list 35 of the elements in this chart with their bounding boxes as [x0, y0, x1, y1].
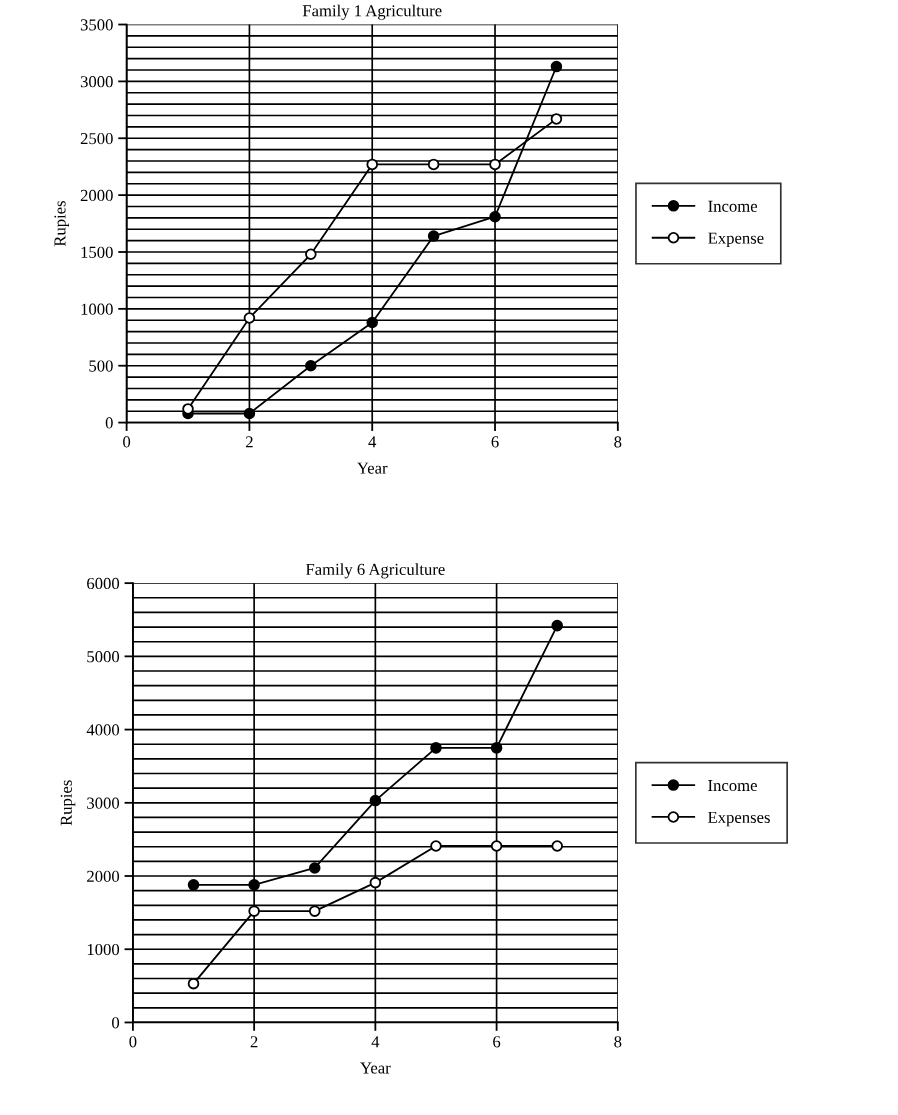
y-tick-label: 3000 — [80, 76, 113, 88]
x-tick-label: 2 — [245, 436, 253, 448]
legend-label: Income — [708, 780, 757, 792]
y-tick-label: 500 — [89, 360, 113, 372]
legend-label: Income — [708, 200, 758, 212]
y-tick-label: 2000 — [80, 189, 113, 202]
y-axis-title: Rupies — [54, 201, 69, 247]
x-axis-title: Year — [360, 1062, 391, 1074]
x-tick-label: 8 — [614, 436, 622, 448]
y-tick-label: 1500 — [81, 246, 113, 258]
x-axis-title: Year — [357, 462, 388, 474]
legend-label: Expense — [708, 232, 764, 248]
x-tick-label: 8 — [614, 1036, 622, 1048]
y-tick-label: 1000 — [87, 943, 120, 956]
y-tick-label: 1000 — [81, 303, 113, 315]
x-tick-label: 0 — [123, 436, 131, 448]
x-tick-label: 4 — [371, 1036, 380, 1048]
y-axis-title: Rupies — [60, 780, 76, 826]
x-tick-label: 0 — [129, 1036, 137, 1048]
y-tick-label: 0 — [112, 1017, 120, 1029]
y-tick-label: 6000 — [87, 577, 120, 590]
chart-title: Family 1 Agriculture — [302, 4, 442, 20]
legend-label: Expenses — [708, 811, 770, 827]
y-tick-label: 2000 — [87, 870, 120, 882]
chart-title: Family 6 Agriculture — [305, 563, 445, 579]
y-tick-label: 5000 — [87, 651, 120, 663]
x-tick-label: 6 — [493, 1036, 501, 1048]
y-tick-label: 2500 — [80, 132, 113, 145]
x-tick-label: 4 — [368, 436, 377, 448]
x-tick-label: 2 — [250, 1036, 258, 1048]
x-tick-label: 6 — [491, 436, 499, 448]
y-tick-label: 0 — [105, 417, 113, 429]
y-tick-label: 3000 — [87, 797, 120, 809]
y-tick-label: 3500 — [80, 19, 113, 31]
y-tick-label: 4000 — [86, 724, 120, 736]
